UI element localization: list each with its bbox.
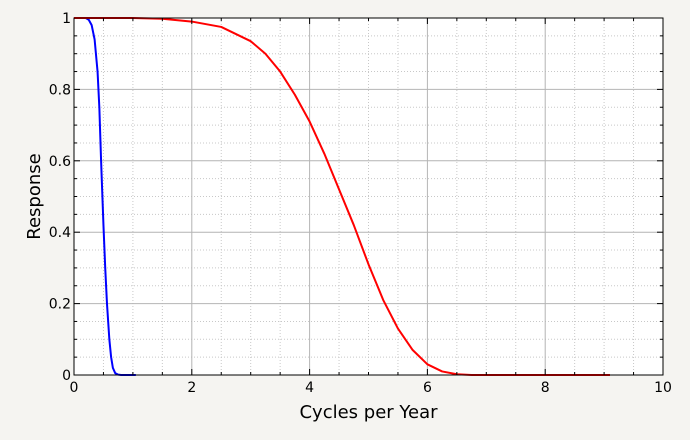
y-tick-label: 0 (62, 368, 71, 384)
x-tick-label: 4 (305, 380, 314, 396)
ticks (73, 17, 664, 376)
x-tick-label: 6 (423, 380, 432, 396)
series-line-1 (74, 17, 136, 376)
x-tick-label: 8 (541, 380, 550, 396)
y-tick-label: 0.2 (49, 297, 71, 313)
x-tick-label: 2 (187, 380, 196, 396)
series-line-2 (74, 17, 610, 376)
y-tick-label: 1 (62, 11, 71, 27)
y-tick-label: 0.6 (49, 154, 71, 170)
y-tick-label: 0.8 (49, 82, 71, 98)
y-tick-labels: 0 0.2 0.4 0.6 0.8 1 (49, 11, 71, 384)
x-axis-label: Cycles per Year (299, 402, 438, 423)
x-tick-label: 10 (654, 380, 672, 396)
x-tick-label: 0 (70, 380, 79, 396)
y-axis-label: Response (24, 153, 45, 239)
series-group (74, 17, 610, 376)
x-tick-labels: 0 2 4 6 8 10 (70, 380, 672, 396)
y-tick-label: 0.4 (49, 225, 71, 241)
